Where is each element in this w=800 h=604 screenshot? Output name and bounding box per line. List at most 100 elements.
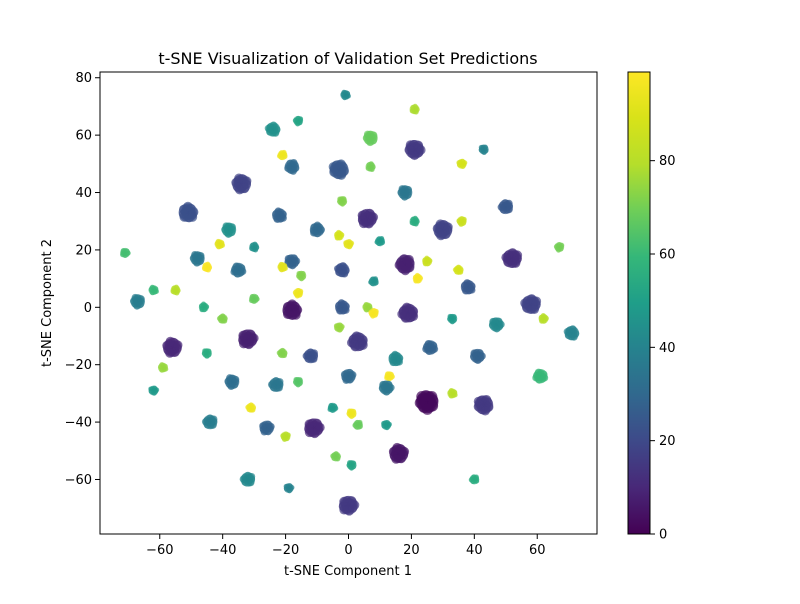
- scatter-point: [424, 339, 432, 348]
- scatter-point: [391, 454, 401, 464]
- cluster-72: [157, 362, 169, 373]
- scatter-point: [342, 306, 350, 314]
- y-tick-label: −40: [65, 416, 92, 431]
- cluster-61: [488, 317, 505, 333]
- scatter-point: [384, 425, 390, 431]
- scatter-point: [409, 150, 420, 161]
- scatter-point: [368, 212, 379, 222]
- scatter-point: [267, 380, 276, 389]
- scatter-point: [298, 288, 304, 294]
- cluster-0: [340, 89, 351, 101]
- scatter-point: [349, 414, 355, 420]
- scatter-point: [125, 250, 131, 256]
- scatter-point: [327, 406, 333, 412]
- scatter-point: [384, 375, 390, 381]
- cluster-17: [272, 207, 287, 223]
- scatter-point: [252, 241, 258, 247]
- cluster-32: [501, 248, 523, 268]
- scatter-point: [493, 325, 501, 333]
- scatter-point: [339, 496, 349, 507]
- scatter-point: [387, 384, 395, 392]
- scatter-point: [249, 333, 259, 343]
- scatter-point: [347, 244, 353, 250]
- x-tick-label: −20: [272, 543, 299, 558]
- scatter-point: [226, 374, 234, 382]
- scatter-point: [340, 201, 346, 207]
- scatter-point: [481, 150, 487, 156]
- scatter-point: [341, 89, 347, 95]
- cluster-68: [201, 348, 212, 359]
- colorbar-tick-label: 80: [659, 154, 676, 169]
- scatter-point: [422, 345, 430, 353]
- x-axis-label: t-SNE Component 1: [284, 564, 412, 579]
- scatter-point: [183, 201, 193, 212]
- cluster-86: [346, 408, 357, 420]
- scatter-point: [131, 293, 139, 302]
- scatter-point: [120, 252, 126, 258]
- cluster-84: [327, 402, 339, 413]
- colorbar-tick-label: 20: [659, 434, 676, 449]
- x-axis: −60 −40 −20 0 20 40 60: [146, 534, 546, 558]
- scatter-point: [478, 352, 486, 360]
- scatter-point: [340, 370, 349, 378]
- scatter-point: [346, 408, 352, 414]
- scatter-point: [369, 167, 375, 173]
- scatter-point: [287, 299, 297, 309]
- scatter-point: [279, 214, 287, 222]
- scatter-point: [245, 404, 251, 410]
- cluster-20: [456, 216, 467, 227]
- scatter-point: [293, 376, 299, 382]
- scatter-point: [154, 288, 159, 294]
- scatter-point: [193, 259, 201, 267]
- scatter-point: [409, 108, 415, 114]
- cluster-89: [381, 420, 392, 431]
- scatter-point: [497, 203, 505, 211]
- scatter-point: [398, 185, 406, 193]
- cluster-4: [362, 130, 378, 147]
- scatter-point: [284, 254, 292, 263]
- scatter-point: [276, 350, 282, 356]
- cluster-14: [337, 196, 348, 207]
- cluster-66: [162, 336, 183, 358]
- scatter-point: [345, 93, 351, 99]
- cluster-30: [120, 247, 131, 258]
- scatter-point: [405, 140, 416, 150]
- cluster-26: [343, 239, 355, 250]
- cluster-2: [292, 115, 304, 127]
- scatter-point: [426, 391, 438, 403]
- scatter-point: [154, 387, 160, 393]
- cluster-80: [148, 385, 160, 396]
- cluster-5: [478, 144, 489, 156]
- cluster-98: [283, 483, 295, 494]
- scatter-point: [368, 161, 374, 167]
- scatter-point: [281, 149, 287, 155]
- scatter-point: [351, 408, 357, 414]
- scatter-point: [273, 215, 281, 223]
- scatter-point: [343, 240, 349, 246]
- scatter-point: [302, 352, 310, 360]
- cluster-1: [409, 103, 420, 115]
- scatter-point: [260, 428, 268, 436]
- cluster-67: [276, 347, 288, 359]
- scatter-point: [413, 221, 419, 227]
- cluster-94: [330, 451, 341, 462]
- scatter-point: [275, 384, 283, 392]
- cluster-70: [470, 348, 486, 365]
- scatter-point: [310, 349, 318, 357]
- scatter-point: [349, 465, 354, 471]
- cluster-12: [231, 173, 252, 195]
- cluster-37: [201, 261, 213, 273]
- scatter-point: [382, 388, 391, 396]
- scatter-point: [337, 299, 346, 307]
- scatter-point: [197, 252, 205, 260]
- scatter-point: [474, 478, 480, 484]
- scatter-point: [174, 290, 180, 296]
- scatter-point: [539, 318, 545, 324]
- scatter-point: [336, 307, 344, 315]
- scatter-point: [532, 374, 540, 382]
- scatter-point: [460, 164, 466, 169]
- cluster-92: [280, 431, 291, 443]
- cluster-28: [249, 241, 260, 253]
- scatter-point: [297, 377, 303, 383]
- cluster-95: [346, 460, 357, 471]
